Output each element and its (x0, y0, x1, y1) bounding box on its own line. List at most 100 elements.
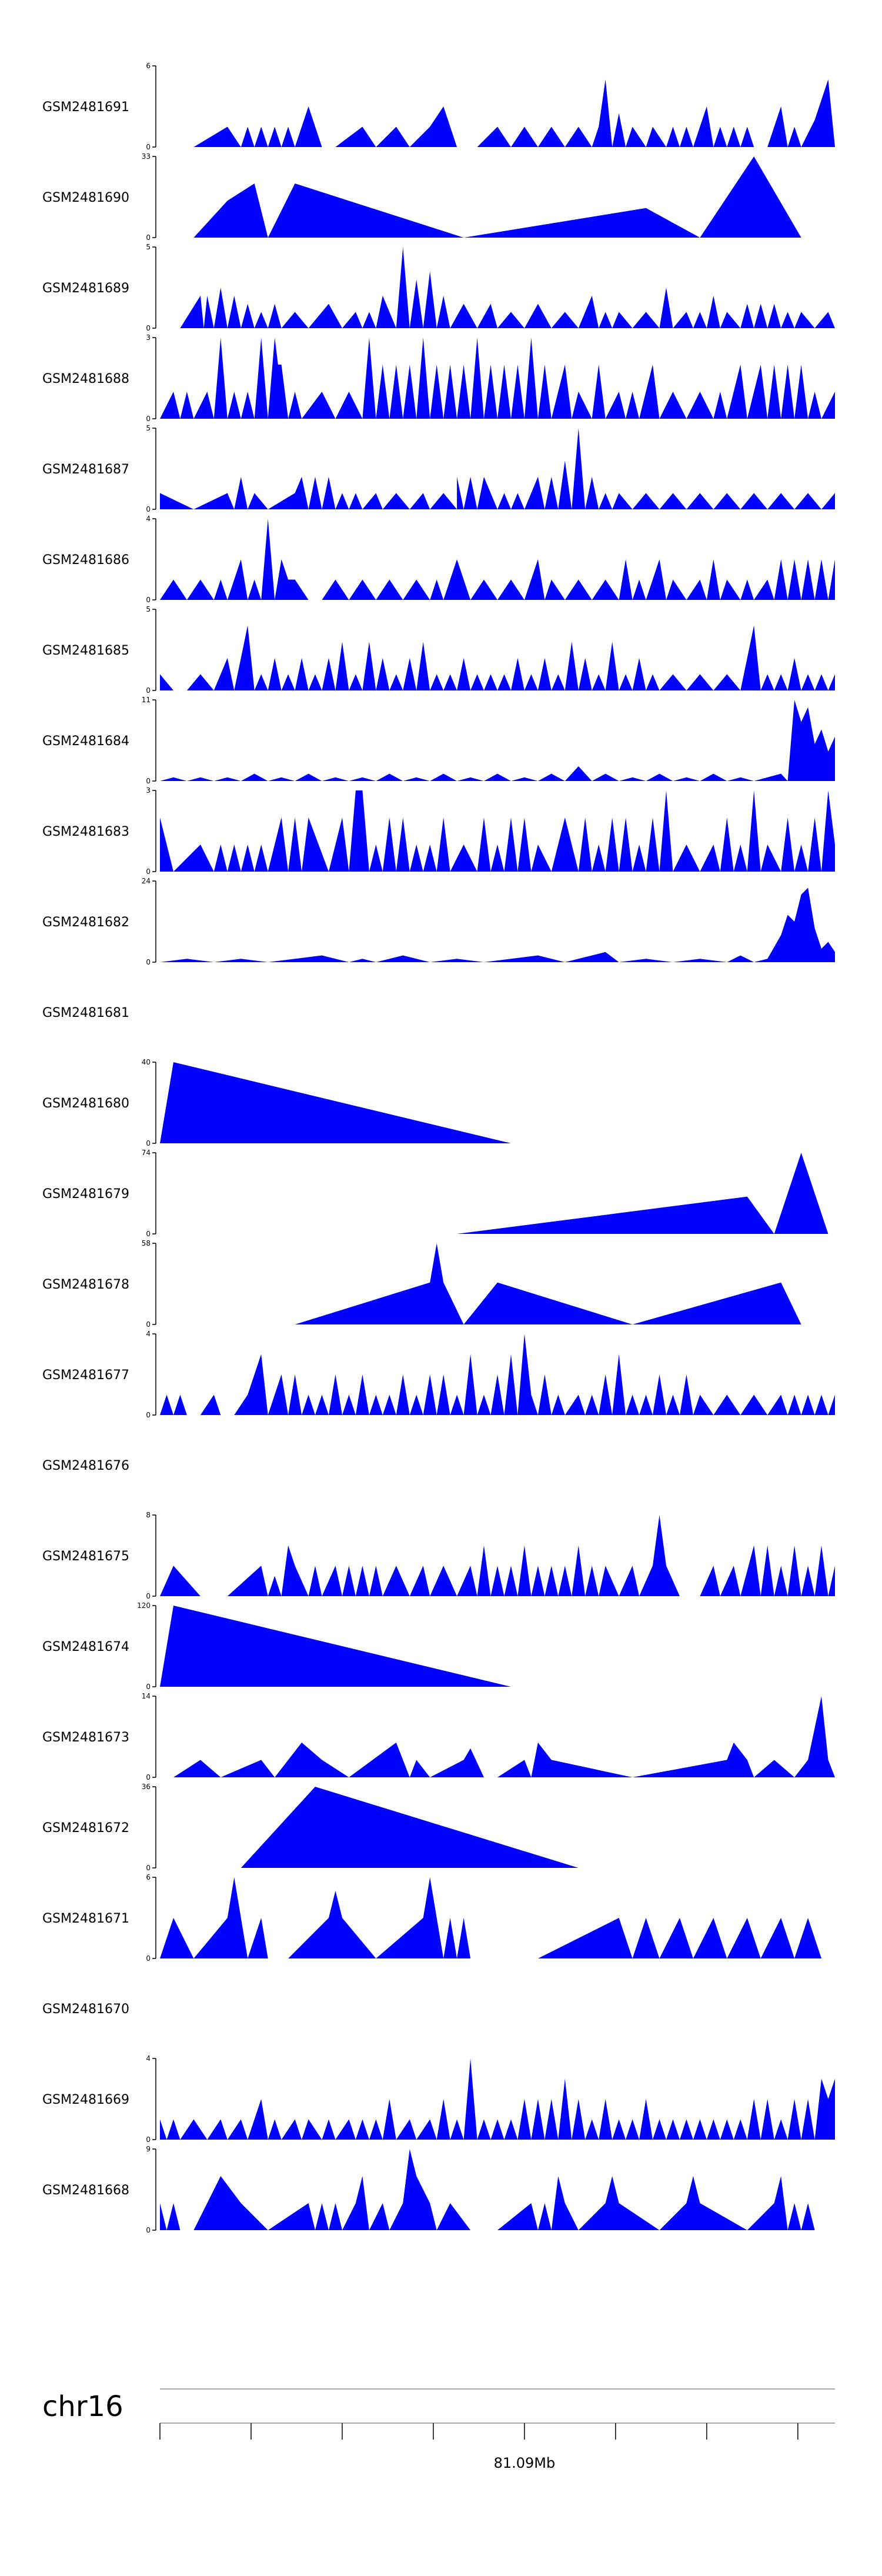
coverage-area (160, 700, 835, 781)
track-GSM2481680: GSM2481680 40 0 (42, 1058, 511, 1147)
coverage-area (173, 1696, 835, 1777)
y-max-label: 6 (146, 62, 151, 70)
y-max-label: 9 (146, 2145, 151, 2153)
tick-layer (159, 2423, 799, 2440)
track-GSM2481677: GSM2481677 4 0 (42, 1330, 835, 1419)
coverage-area (160, 428, 835, 509)
y-zero-label: 0 (146, 233, 151, 242)
coverage-area (160, 790, 835, 872)
y-max-label: 74 (142, 1149, 151, 1157)
track-GSM2481683: GSM2481683 3 0 (42, 786, 835, 876)
y-zero-label: 0 (146, 1683, 151, 1691)
track-label: GSM2481676 (42, 1459, 129, 1473)
track-GSM2481678: GSM2481678 58 0 (42, 1239, 801, 1329)
track-label: GSM2481682 (42, 915, 129, 930)
track-label: GSM2481681 (42, 1006, 129, 1020)
y-zero-label: 0 (146, 2135, 151, 2144)
y-zero-label: 0 (146, 1773, 151, 1781)
y-max-label: 3 (146, 786, 151, 795)
y-zero-label: 0 (146, 1592, 151, 1600)
track-label: GSM2481680 (42, 1096, 129, 1111)
track-label: GSM2481684 (42, 734, 129, 749)
coverage-area (457, 1153, 828, 1234)
track-label: GSM2481671 (42, 1911, 129, 1926)
track-label: GSM2481690 (42, 191, 129, 205)
coverage-area (160, 2058, 835, 2140)
coverage-area (160, 887, 835, 962)
track-GSM2481682: GSM2481682 24 0 (42, 877, 835, 966)
track-label: GSM2481677 (42, 1368, 129, 1383)
y-max-label: 33 (142, 152, 151, 161)
track-label: GSM2481688 (42, 372, 129, 386)
track-GSM2481670: GSM2481670 (42, 2002, 129, 2017)
track-label: GSM2481691 (42, 100, 129, 115)
genome-axis: chr16 81.09Mb (42, 2388, 835, 2471)
y-zero-label: 0 (146, 1411, 151, 1419)
y-max-label: 5 (146, 605, 151, 613)
track-label: GSM2481679 (42, 1187, 129, 1202)
track-GSM2481668: GSM2481668 9 0 (42, 2145, 815, 2234)
position-label: 81.09Mb (494, 2455, 556, 2471)
y-max-label: 4 (146, 515, 151, 523)
y-max-label: 24 (142, 877, 151, 885)
coverage-area (193, 156, 801, 238)
track-GSM2481679: GSM2481679 74 0 (42, 1149, 828, 1238)
track-label: GSM2481683 (42, 825, 129, 839)
coverage-area (160, 1877, 821, 1958)
coverage-area (180, 247, 835, 328)
coverage-area (295, 1243, 801, 1324)
y-zero-label: 0 (146, 1954, 151, 1963)
coverage-area (240, 1787, 579, 1868)
track-GSM2481681: GSM2481681 (42, 1006, 129, 1020)
coverage-area (193, 66, 835, 147)
y-max-label: 5 (146, 243, 151, 251)
y-zero-label: 0 (146, 324, 151, 332)
y-max-label: 6 (146, 1873, 151, 1881)
track-GSM2481685: GSM2481685 5 0 (42, 605, 835, 695)
track-label: GSM2481678 (42, 1277, 129, 1292)
coverage-area (160, 338, 835, 419)
track-label: GSM2481686 (42, 553, 129, 568)
y-zero-label: 0 (146, 143, 151, 151)
track-GSM2481675: GSM2481675 8 0 (42, 1511, 835, 1600)
y-max-label: 4 (146, 2054, 151, 2063)
track-GSM2481673: GSM2481673 14 0 (42, 1692, 835, 1781)
y-max-label: 5 (146, 424, 151, 432)
y-max-label: 40 (142, 1058, 151, 1066)
track-GSM2481686: GSM2481686 4 0 (42, 515, 835, 604)
y-zero-label: 0 (146, 1230, 151, 1238)
track-label: GSM2481670 (42, 2002, 129, 2017)
track-GSM2481676: GSM2481676 (42, 1459, 129, 1473)
coverage-area (160, 2149, 815, 2230)
coverage-area (160, 1515, 835, 1596)
track-GSM2481672: GSM2481672 36 0 (42, 1783, 579, 1872)
track-GSM2481674: GSM2481674 120 0 (42, 1601, 511, 1691)
y-zero-label: 0 (146, 505, 151, 513)
y-zero-label: 0 (146, 2226, 151, 2234)
y-zero-label: 0 (146, 686, 151, 695)
track-GSM2481691: GSM2481691 6 0 (42, 62, 835, 151)
y-zero-label: 0 (146, 958, 151, 966)
y-max-label: 120 (137, 1601, 151, 1610)
y-max-label: 58 (142, 1239, 151, 1247)
track-GSM2481689: GSM2481689 5 0 (42, 243, 835, 332)
y-max-label: 14 (142, 1692, 151, 1700)
track-label: GSM2481673 (42, 1730, 129, 1745)
y-zero-label: 0 (146, 1864, 151, 1872)
track-label: GSM2481687 (42, 462, 129, 477)
y-max-label: 3 (146, 333, 151, 342)
track-label: GSM2481675 (42, 1549, 129, 1564)
track-label: GSM2481689 (42, 281, 129, 296)
track-label: GSM2481672 (42, 1821, 129, 1836)
coverage-area (160, 625, 835, 690)
track-label: GSM2481669 (42, 2093, 129, 2107)
y-zero-label: 0 (146, 867, 151, 876)
chromosome-label: chr16 (42, 2390, 123, 2423)
track-GSM2481684: GSM2481684 11 0 (42, 696, 835, 785)
y-max-label: 36 (142, 1783, 151, 1791)
coverage-area (160, 1334, 835, 1415)
coverage-area (160, 1062, 511, 1143)
track-GSM2481690: GSM2481690 33 0 (42, 152, 801, 242)
track-label: GSM2481674 (42, 1640, 129, 1654)
